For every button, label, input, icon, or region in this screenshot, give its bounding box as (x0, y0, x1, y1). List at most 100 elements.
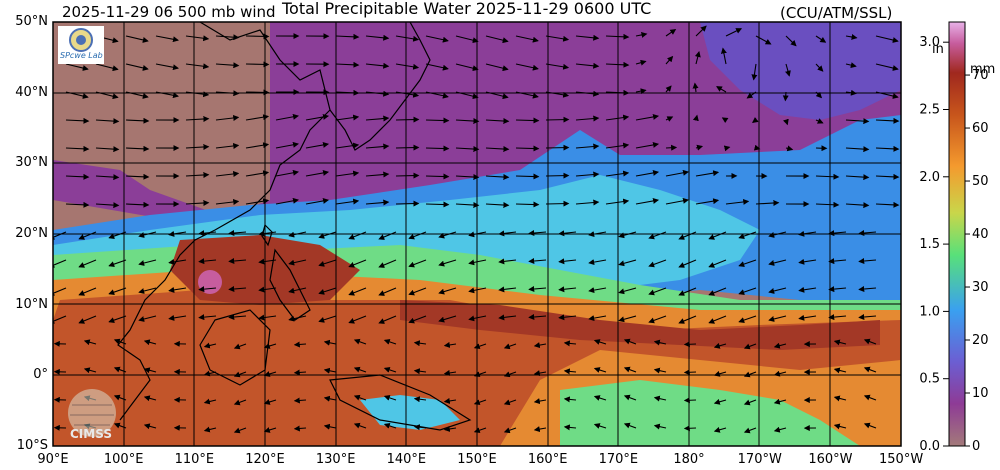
wind-vector (83, 339, 97, 346)
wind-vector (623, 338, 637, 345)
wind-vector (618, 315, 637, 323)
colorbar-mm-label: 40 (972, 227, 989, 242)
wind-vector (468, 259, 487, 266)
wind-vector (228, 258, 247, 265)
wind-vector (708, 259, 727, 268)
wind-vector (215, 114, 240, 121)
wind-vector (863, 366, 877, 373)
wind-vector (95, 91, 119, 100)
wind-vector (318, 287, 337, 295)
wind-vector (515, 145, 540, 152)
wind-vector (575, 90, 600, 97)
wind-vector (623, 422, 637, 429)
wind-vector (588, 259, 607, 266)
wind-vector (228, 286, 247, 293)
wind-vector (168, 314, 187, 321)
wind-vector (545, 172, 570, 179)
colorbar-unit-in: in (932, 42, 944, 57)
wind-vector (413, 396, 427, 403)
wind-vector (833, 367, 847, 374)
wind-vector (455, 146, 480, 153)
wind-vector (635, 113, 660, 121)
wind-vector (683, 341, 697, 348)
wind-vector (498, 230, 517, 237)
wind-vector (215, 34, 240, 41)
wind-vector (653, 395, 667, 402)
wind-vector (413, 368, 427, 375)
colorbar-inch-ticks: 3.0 2.5 2.0 1.5 1.0 0.5 0.0 (919, 35, 949, 454)
wind-vector (618, 287, 637, 295)
wind-vector (95, 174, 120, 181)
wind-vector (305, 141, 330, 149)
wind-vector (413, 424, 427, 431)
wind-vector (798, 258, 817, 265)
colorbar-inch-label: 2.0 (919, 170, 940, 185)
wind-vector (833, 395, 847, 402)
wind-vectors (53, 25, 900, 434)
wind-vector (845, 146, 870, 153)
wind-vector (203, 370, 217, 377)
colorbar (948, 21, 966, 447)
wind-vector (815, 173, 840, 180)
wind-vector (353, 366, 367, 373)
wind-vector (875, 145, 900, 152)
wind-vector (533, 370, 547, 377)
latitude-label: 50°N (15, 14, 48, 29)
lab-logo-text: SPcwe Lab (60, 51, 103, 60)
wind-vector (185, 91, 210, 98)
wind-vector (815, 201, 840, 208)
wind-vector (245, 33, 270, 40)
wind-vector (773, 370, 787, 377)
wind-vector (863, 422, 877, 429)
wind-vector (695, 25, 707, 37)
wind-vector (743, 427, 757, 434)
wind-vector (635, 59, 647, 66)
wind-vector (443, 369, 457, 376)
wind-vector (635, 88, 647, 95)
wind-vector (783, 118, 789, 126)
wind-vector (365, 34, 390, 41)
wind-vector (138, 287, 157, 294)
wind-vector (875, 91, 899, 99)
wind-vector (845, 202, 870, 209)
wind-vector (335, 142, 360, 149)
wind-vector (378, 287, 397, 296)
wind-vector (53, 287, 67, 296)
wind-vector (563, 424, 577, 431)
latitude-label: 30°N (15, 155, 48, 171)
wind-vector (245, 198, 270, 205)
wind-vector (443, 341, 457, 348)
wind-vector (752, 116, 759, 123)
wind-vector (473, 427, 487, 434)
wind-vector (678, 231, 697, 240)
wind-vector (725, 198, 750, 205)
wind-vector (694, 50, 701, 65)
wind-vector (263, 371, 277, 377)
chart-title: Total Precipitable Water 2025-11-29 0600… (282, 0, 652, 18)
longitude-label: 170°W (737, 452, 782, 467)
wind-vector (875, 173, 900, 180)
wind-vector (713, 426, 727, 433)
wind-vector (575, 199, 600, 206)
wind-vector (185, 200, 210, 206)
wind-vector (203, 426, 217, 433)
wind-vector (473, 399, 487, 406)
wind-vector (563, 368, 577, 375)
wind-vector (335, 198, 360, 205)
wind-vector (515, 173, 540, 180)
wind-vector (228, 314, 247, 321)
wind-vector (455, 63, 479, 72)
wind-vector (605, 89, 630, 96)
wind-vector (155, 35, 179, 43)
colorbar-mm-label: 60 (972, 121, 989, 136)
wind-vector (695, 144, 704, 151)
wind-vector (648, 259, 667, 268)
wind-vector (588, 315, 607, 322)
wind-vector (233, 371, 247, 378)
wind-vector (288, 231, 307, 238)
wind-vector (138, 259, 157, 266)
wind-vector (53, 315, 67, 324)
wind-vector (245, 142, 270, 149)
wind-vector (155, 91, 179, 99)
wind-vector (455, 35, 479, 44)
